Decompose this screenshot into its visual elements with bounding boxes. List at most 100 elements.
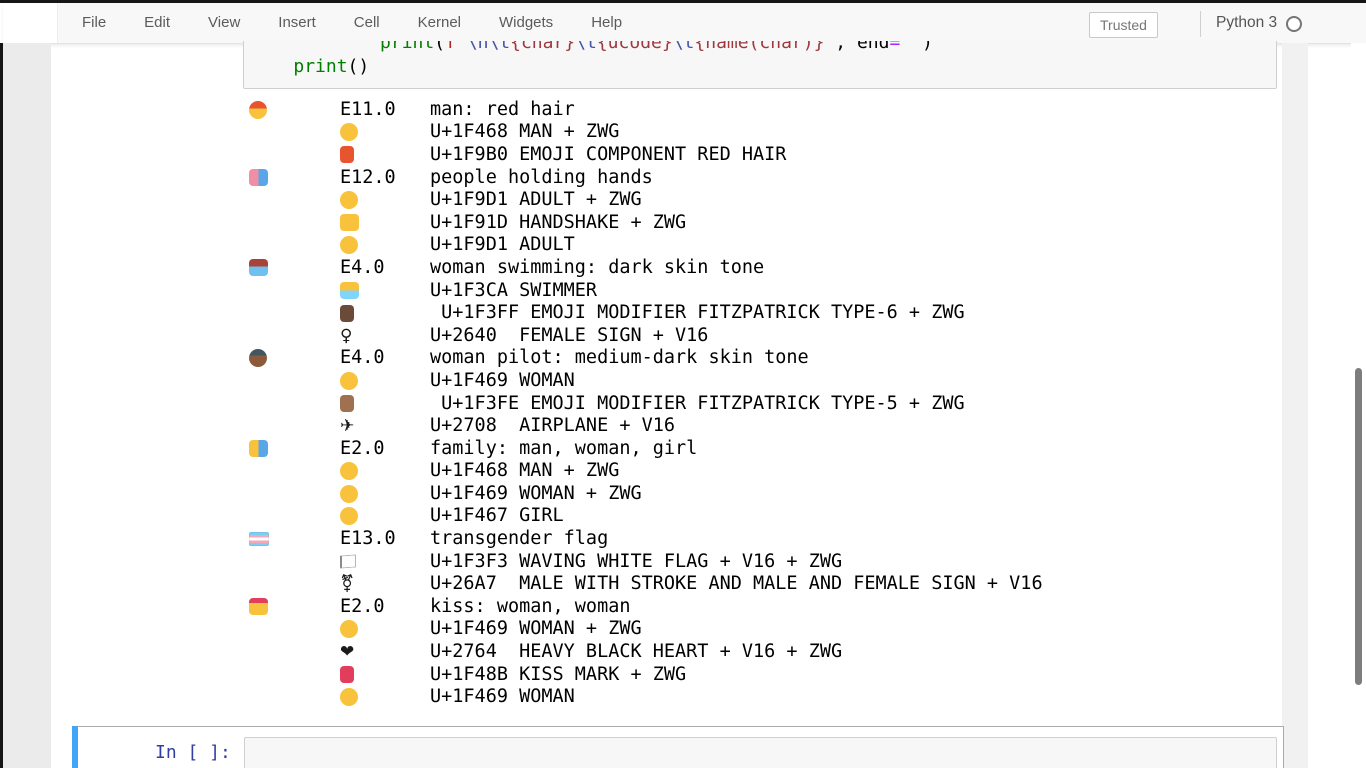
component-emoji-cell — [340, 393, 430, 414]
component-emoji-cell — [340, 121, 430, 142]
output-line: U+1F3FF EMOJI MODIFIER FITZPATRICK TYPE-… — [249, 301, 1290, 324]
code-token: {ucode} — [596, 41, 673, 53]
output-line: ❤ U+2764 HEAVY BLACK HEART + V16 + ZWG — [249, 640, 1290, 663]
code-token: ( — [434, 41, 446, 53]
input-prompt: In [ ]: — [155, 742, 231, 763]
output-line: E11.0 man: red hair — [249, 98, 1290, 121]
component-codepoint-text: U+1F3FE EMOJI MODIFIER FITZPATRICK TYPE-… — [430, 392, 965, 414]
emoji-version: E2.0 — [340, 437, 385, 459]
selected-cell-indicator — [72, 726, 78, 768]
output-line: U+1F469 WOMAN + ZWG — [249, 618, 1290, 641]
emoji-description: people holding hands — [430, 166, 653, 188]
component-codepoint-text: U+1F3CA SWIMMER — [430, 279, 598, 301]
kiss-woman-woman-emoji — [249, 598, 268, 616]
component-emoji-cell: ❤ — [340, 641, 430, 662]
emoji-description: transgender flag — [430, 528, 609, 550]
emoji-version: E4.0 — [340, 256, 385, 278]
cell-output-area: E11.0 man: red hair U+1F468 MAN + ZWG U+1F9… — [0, 98, 1290, 708]
component-emoji-cell — [340, 189, 430, 210]
menubar-left-spacer — [3, 3, 58, 43]
output-line: E12.0 people holding hands — [249, 166, 1290, 189]
component-emoji-cell — [340, 234, 430, 255]
output-line: U+1F469 WOMAN — [249, 685, 1290, 708]
emoji-description: woman pilot: medium-dark skin tone — [430, 347, 809, 369]
code-token: {char} — [510, 41, 576, 53]
output-line: E4.0 woman pilot: medium-dark skin tone — [249, 347, 1290, 370]
trusted-badge[interactable]: Trusted — [1089, 12, 1158, 38]
component-codepoint-text: U+2640 FEMALE SIGN + V16 — [430, 324, 709, 346]
menu-item-file[interactable]: File — [82, 14, 107, 31]
code-token: print — [380, 41, 435, 53]
component-codepoint-text: U+1F468 MAN + ZWG — [430, 460, 620, 482]
man-emoji — [340, 462, 358, 481]
code-token: () — [347, 56, 370, 77]
emoji-description: family: man, woman, girl — [430, 437, 698, 459]
output-line: U+1F468 MAN + ZWG — [249, 121, 1290, 144]
kernel-idle-circle-icon — [1286, 16, 1302, 32]
scrollbar-thumb[interactable] — [1355, 368, 1362, 685]
component-emoji-cell — [340, 483, 430, 504]
output-line: U+1F9D1 ADULT + ZWG — [249, 188, 1290, 211]
family-man-woman-girl-emoji — [249, 440, 268, 458]
component-emoji-cell — [340, 280, 430, 301]
girl-emoji — [340, 507, 358, 526]
component-emoji-cell: ♀ — [340, 325, 430, 346]
emoji-description: woman swimming: dark skin tone — [430, 256, 765, 278]
menu-item-insert[interactable]: Insert — [278, 14, 316, 31]
code-cell-input[interactable]: print(f'\n\t{char}\t{ucode}\t{name(char)… — [243, 41, 1277, 89]
component-emoji-cell — [340, 618, 430, 639]
component-codepoint-text: U+1F469 WOMAN + ZWG — [430, 482, 642, 504]
fitzpatrick-type6-swatch-emoji — [340, 304, 354, 322]
component-codepoint-text: U+1F9D1 ADULT + ZWG — [430, 189, 642, 211]
code-token — [250, 41, 380, 53]
component-codepoint-text: U+1F9B0 EMOJI COMPONENT RED HAIR — [430, 143, 787, 165]
female-sign-glyph: ♀ — [340, 325, 353, 346]
component-emoji-cell — [340, 302, 430, 323]
empty-cell-input[interactable] — [244, 737, 1277, 768]
menu-item-cell[interactable]: Cell — [353, 14, 380, 31]
window-left-edge — [0, 43, 3, 768]
airplane-glyph: ✈ — [340, 416, 355, 437]
emoji-cell — [249, 257, 340, 278]
emoji-cell — [249, 438, 340, 459]
output-line: ✈ U+2708 AIRPLANE + V16 — [249, 414, 1290, 437]
component-emoji-cell: ⚧ — [340, 573, 430, 594]
component-codepoint-text: U+2764 HEAVY BLACK HEART + V16 + ZWG — [430, 641, 843, 663]
code-editor[interactable]: print(f'\n\t{char}\t{ucode}\t{name(char)… — [244, 41, 1276, 79]
output-line: U+1F3FE EMOJI MODIFIER FITZPATRICK TYPE-… — [249, 392, 1290, 415]
code-line-1: print() — [250, 55, 1276, 79]
code-token: ' — [824, 41, 836, 53]
emoji-version: E12.0 — [340, 166, 396, 188]
emoji-version: E2.0 — [340, 595, 385, 617]
component-codepoint-text: U+1F3FF EMOJI MODIFIER FITZPATRICK TYPE-… — [430, 302, 965, 324]
code-token: \n\t — [466, 41, 511, 53]
component-emoji-cell: ✈ — [340, 415, 430, 436]
component-codepoint-text: U+1F468 MAN + ZWG — [430, 121, 620, 143]
menu-item-kernel[interactable]: Kernel — [417, 14, 461, 31]
component-codepoint-text: U+1F91D HANDSHAKE + ZWG — [430, 211, 687, 233]
man-red-hair-emoji — [249, 100, 267, 119]
component-codepoint-text: U+1F467 GIRL — [430, 505, 564, 527]
heavy-black-heart-glyph: ❤ — [340, 642, 355, 663]
component-emoji-cell — [340, 551, 430, 572]
component-codepoint-text: U+1F469 WOMAN — [430, 369, 575, 391]
output-line: U+1F91D HANDSHAKE + ZWG — [249, 211, 1290, 234]
output-line: U+1F9B0 EMOJI COMPONENT RED HAIR — [249, 143, 1290, 166]
menu-item-edit[interactable]: Edit — [144, 14, 171, 31]
menu-item-widgets[interactable]: Widgets — [499, 14, 554, 31]
emoji-cell — [249, 167, 340, 188]
output-line: U+1F3CA SWIMMER — [249, 279, 1290, 302]
output-line: U+1F467 GIRL — [249, 505, 1290, 528]
menu-item-view[interactable]: View — [208, 14, 241, 31]
component-emoji-cell — [340, 370, 430, 391]
code-token: print — [293, 56, 348, 77]
menu-item-help[interactable]: Help — [591, 14, 623, 31]
code-token: , end — [835, 41, 890, 53]
component-emoji-cell — [340, 144, 430, 165]
code-line-0: print(f'\n\t{char}\t{ucode}\t{name(char)… — [250, 41, 1276, 55]
red-hair-component-emoji — [340, 146, 354, 164]
output-line: U+1F3F3 WAVING WHITE FLAG + V16 + ZWG — [249, 550, 1290, 573]
emoji-description: kiss: woman, woman — [430, 595, 631, 617]
kernel-separator — [1200, 11, 1201, 37]
